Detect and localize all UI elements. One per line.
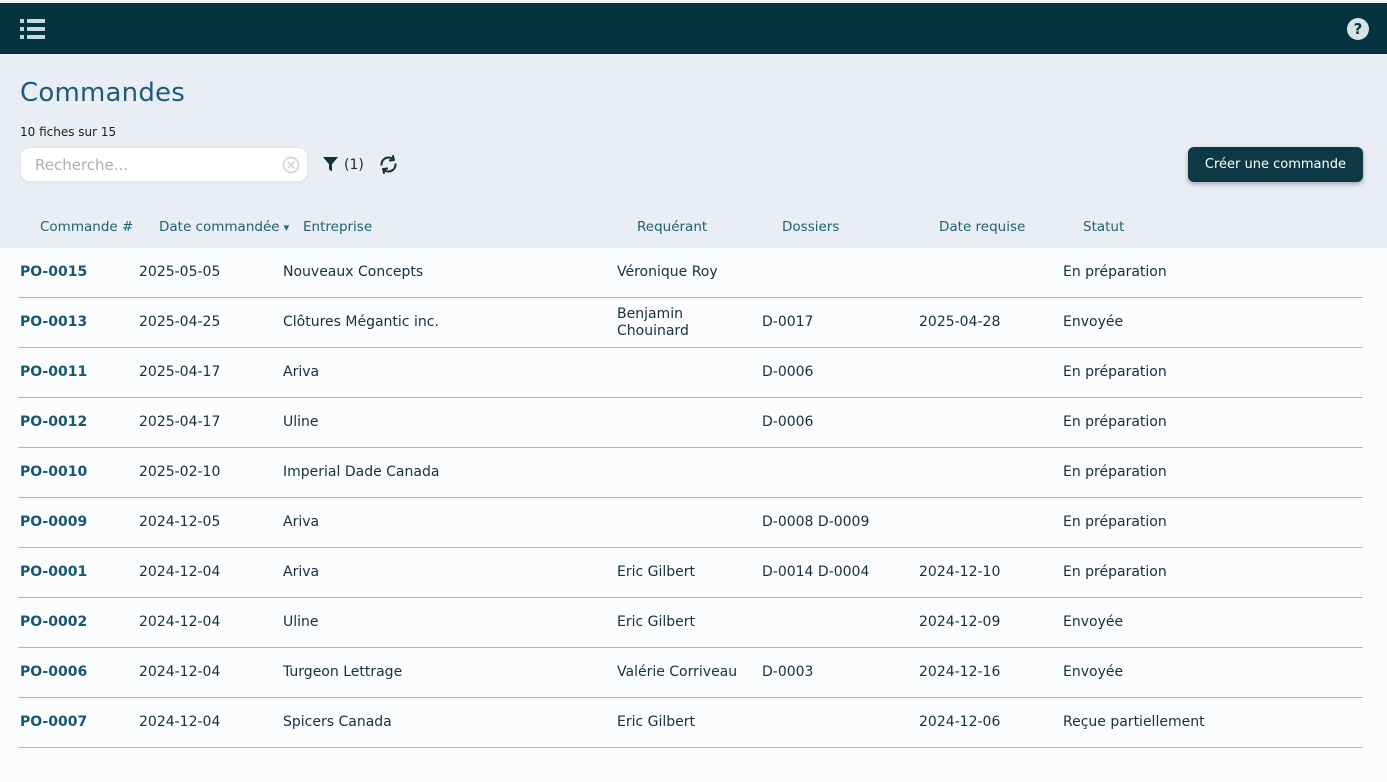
page-title: Commandes xyxy=(20,78,185,108)
date-commandee-cell: 2025-04-17 xyxy=(139,414,221,431)
table-row[interactable]: PO-0010 2025-02-10 Imperial Dade Canada … xyxy=(18,448,1363,498)
entreprise-cell: Clôtures Mégantic inc. xyxy=(283,314,439,331)
dossiers-cell: D-0014 D-0004 xyxy=(762,564,870,581)
order-link[interactable]: PO-0006 xyxy=(20,664,88,681)
column-header-date-requise[interactable]: Date requise xyxy=(939,219,1026,235)
column-header-statut[interactable]: Statut xyxy=(1083,219,1125,235)
date-commandee-cell: 2024-12-04 xyxy=(139,714,221,731)
create-order-button[interactable]: Créer une commande xyxy=(1187,147,1363,182)
table-row[interactable]: PO-0002 2024-12-04 Uline Eric Gilbert 20… xyxy=(18,598,1363,648)
orders-table: PO-0015 2025-05-05 Nouveaux Concepts Vér… xyxy=(0,248,1387,782)
date-requise-cell: 2024-12-06 xyxy=(919,714,1001,731)
menu-row xyxy=(20,34,45,39)
statut-cell: En préparation xyxy=(1063,264,1167,281)
dossiers-cell: D-0017 xyxy=(762,314,814,331)
top-navigation-bar: ? xyxy=(0,0,1387,54)
requerant-cell: Véronique Roy xyxy=(617,264,718,281)
help-icon[interactable]: ? xyxy=(1347,17,1369,40)
requerant-cell: Eric Gilbert xyxy=(617,714,696,731)
entreprise-cell: Ariva xyxy=(283,514,320,531)
column-header-dossiers[interactable]: Dossiers xyxy=(782,219,840,235)
page-header: Commandes 10 fiches sur 15 (1) xyxy=(0,54,1387,248)
statut-cell: En préparation xyxy=(1063,414,1167,431)
dossiers-cell: D-0008 D-0009 xyxy=(762,514,870,531)
entreprise-cell: Imperial Dade Canada xyxy=(283,464,440,481)
dossiers-cell: D-0003 xyxy=(762,664,814,681)
date-commandee-cell: 2025-05-05 xyxy=(139,264,221,281)
menu-row xyxy=(20,18,45,23)
table-row[interactable]: PO-0015 2025-05-05 Nouveaux Concepts Vér… xyxy=(18,248,1363,298)
order-link[interactable]: PO-0001 xyxy=(20,564,88,581)
order-link[interactable]: PO-0015 xyxy=(20,264,88,281)
entreprise-cell: Ariva xyxy=(283,364,320,381)
date-commandee-cell: 2024-12-04 xyxy=(139,564,221,581)
search-input[interactable] xyxy=(20,147,308,182)
toolbar: (1) Créer une commande xyxy=(20,147,1363,182)
filter-count: (1) xyxy=(344,156,364,173)
order-link[interactable]: PO-0002 xyxy=(20,614,88,631)
menu-list-icon[interactable] xyxy=(16,15,49,43)
order-link[interactable]: PO-0011 xyxy=(20,364,88,381)
entreprise-cell: Ariva xyxy=(283,564,320,581)
statut-cell: Reçue partiellement xyxy=(1063,714,1205,731)
sort-desc-icon: ▾ xyxy=(283,220,290,234)
table-row[interactable]: PO-0001 2024-12-04 Ariva Eric Gilbert D-… xyxy=(18,548,1363,598)
column-header-entreprise[interactable]: Entreprise xyxy=(303,219,373,235)
table-row[interactable]: PO-0013 2025-04-25 Clôtures Mégantic inc… xyxy=(18,298,1363,348)
requerant-cell: Eric Gilbert xyxy=(617,564,696,581)
record-count: 10 fiches sur 15 xyxy=(20,125,117,139)
search-field-wrap xyxy=(20,147,308,182)
dossiers-cell: D-0006 xyxy=(762,414,814,431)
requerant-cell: Benjamin Chouinard xyxy=(617,305,689,339)
refresh-icon[interactable] xyxy=(378,154,399,175)
dossiers-cell: D-0006 xyxy=(762,364,814,381)
statut-cell: En préparation xyxy=(1063,364,1167,381)
table-row[interactable]: PO-0009 2024-12-05 Ariva D-0008 D-0009 E… xyxy=(18,498,1363,548)
order-link[interactable]: PO-0013 xyxy=(20,314,88,331)
entreprise-cell: Spicers Canada xyxy=(283,714,392,731)
table-row[interactable]: PO-0012 2025-04-17 Uline D-0006 En prépa… xyxy=(18,398,1363,448)
statut-cell: Envoyée xyxy=(1063,614,1124,631)
table-row[interactable]: PO-0007 2024-12-04 Spicers Canada Eric G… xyxy=(18,698,1363,748)
statut-cell: En préparation xyxy=(1063,514,1167,531)
requerant-cell: Valérie Corriveau xyxy=(617,664,738,681)
clear-search-icon[interactable] xyxy=(282,156,300,174)
date-commandee-cell: 2024-12-04 xyxy=(139,664,221,681)
entreprise-cell: Uline xyxy=(283,414,319,431)
date-commandee-cell: 2025-04-17 xyxy=(139,364,221,381)
column-header-commande[interactable]: Commande # xyxy=(40,219,134,235)
date-commandee-cell: 2024-12-04 xyxy=(139,614,221,631)
order-link[interactable]: PO-0012 xyxy=(20,414,88,431)
statut-cell: En préparation xyxy=(1063,464,1167,481)
column-header-requerant[interactable]: Requérant xyxy=(637,219,708,235)
date-commandee-cell: 2025-02-10 xyxy=(139,464,221,481)
entreprise-cell: Nouveaux Concepts xyxy=(283,264,424,281)
entreprise-cell: Turgeon Lettrage xyxy=(283,664,403,681)
order-link[interactable]: PO-0010 xyxy=(20,464,88,481)
date-requise-cell: 2024-12-16 xyxy=(919,664,1001,681)
filter-funnel-icon[interactable] xyxy=(322,156,339,173)
menu-row xyxy=(20,26,45,31)
entreprise-cell: Uline xyxy=(283,614,319,631)
table-row[interactable]: PO-0006 2024-12-04 Turgeon Lettrage Valé… xyxy=(18,648,1363,698)
table-row[interactable]: PO-0011 2025-04-17 Ariva D-0006 En prépa… xyxy=(18,348,1363,398)
date-requise-cell: 2025-04-28 xyxy=(919,314,1001,331)
date-commandee-cell: 2024-12-05 xyxy=(139,514,221,531)
date-requise-cell: 2024-12-09 xyxy=(919,614,1001,631)
statut-cell: Envoyée xyxy=(1063,664,1124,681)
table-header-row: Commande # Date commandée ▾ Entreprise R… xyxy=(38,219,1339,248)
date-commandee-cell: 2025-04-25 xyxy=(139,314,221,331)
order-link[interactable]: PO-0009 xyxy=(20,514,88,531)
order-link[interactable]: PO-0007 xyxy=(20,714,88,731)
date-requise-cell: 2024-12-10 xyxy=(919,564,1001,581)
column-header-date-commandee[interactable]: Date commandée ▾ xyxy=(159,219,290,235)
statut-cell: En préparation xyxy=(1063,564,1167,581)
statut-cell: Envoyée xyxy=(1063,314,1124,331)
requerant-cell: Eric Gilbert xyxy=(617,614,696,631)
